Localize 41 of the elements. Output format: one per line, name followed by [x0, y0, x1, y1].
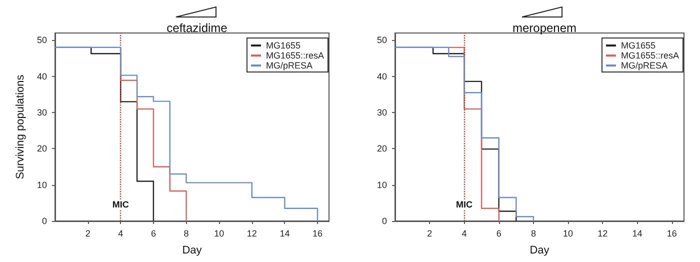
y-tick-label: 30 [36, 108, 47, 118]
x-tick-label: 4 [118, 228, 124, 238]
x-tick-label: 6 [496, 228, 502, 238]
x-tick-label: 6 [150, 228, 156, 238]
y-tick-label: 50 [376, 35, 387, 46]
legend-label: MG1655::resA [620, 50, 680, 60]
x-tick-label: 14 [280, 228, 290, 238]
legend-label: MG/pRESA [266, 60, 312, 70]
x-axis-title: Day [530, 244, 550, 256]
y-tick-label: 20 [36, 144, 47, 154]
y-tick-label: 30 [376, 108, 387, 118]
x-axis-title: Day [182, 244, 202, 256]
x-tick-label: 10 [563, 228, 574, 238]
y-tick-label: 40 [36, 71, 47, 82]
y-tick-label: 20 [376, 144, 387, 154]
legend-label: MG/pRESA [620, 60, 668, 70]
x-tick-label: 10 [214, 228, 224, 238]
x-tick-label: 16 [666, 228, 677, 238]
y-tick-label: 0 [382, 216, 387, 226]
ref-line-label: MIC [456, 200, 473, 210]
chart-title: meropenem [512, 21, 577, 35]
legend-label: MG1655 [620, 40, 656, 50]
y-tick-label: 10 [376, 180, 387, 190]
x-tick-label: 14 [632, 228, 642, 238]
x-tick-label: 2 [85, 228, 90, 238]
x-tick-label: 2 [427, 228, 432, 238]
x-tick-label: 8 [530, 228, 536, 238]
x-tick-label: 4 [462, 228, 467, 238]
y-tick-label: 40 [376, 71, 387, 82]
y-tick-label: 50 [36, 35, 47, 46]
ref-line-label: MIC [112, 200, 130, 210]
y-tick-label: 0 [42, 216, 47, 226]
legend-label: MG1655::resA [266, 50, 324, 60]
x-tick-label: 8 [184, 228, 189, 238]
y-axis-title: Surviving populations [14, 74, 27, 180]
y-tick-label: 10 [36, 180, 47, 190]
x-tick-label: 16 [312, 228, 323, 238]
x-tick-label: 12 [246, 228, 257, 238]
legend-label: MG1655 [266, 40, 301, 50]
chart-title: ceftazidime [166, 21, 228, 35]
x-tick-label: 12 [598, 228, 608, 238]
